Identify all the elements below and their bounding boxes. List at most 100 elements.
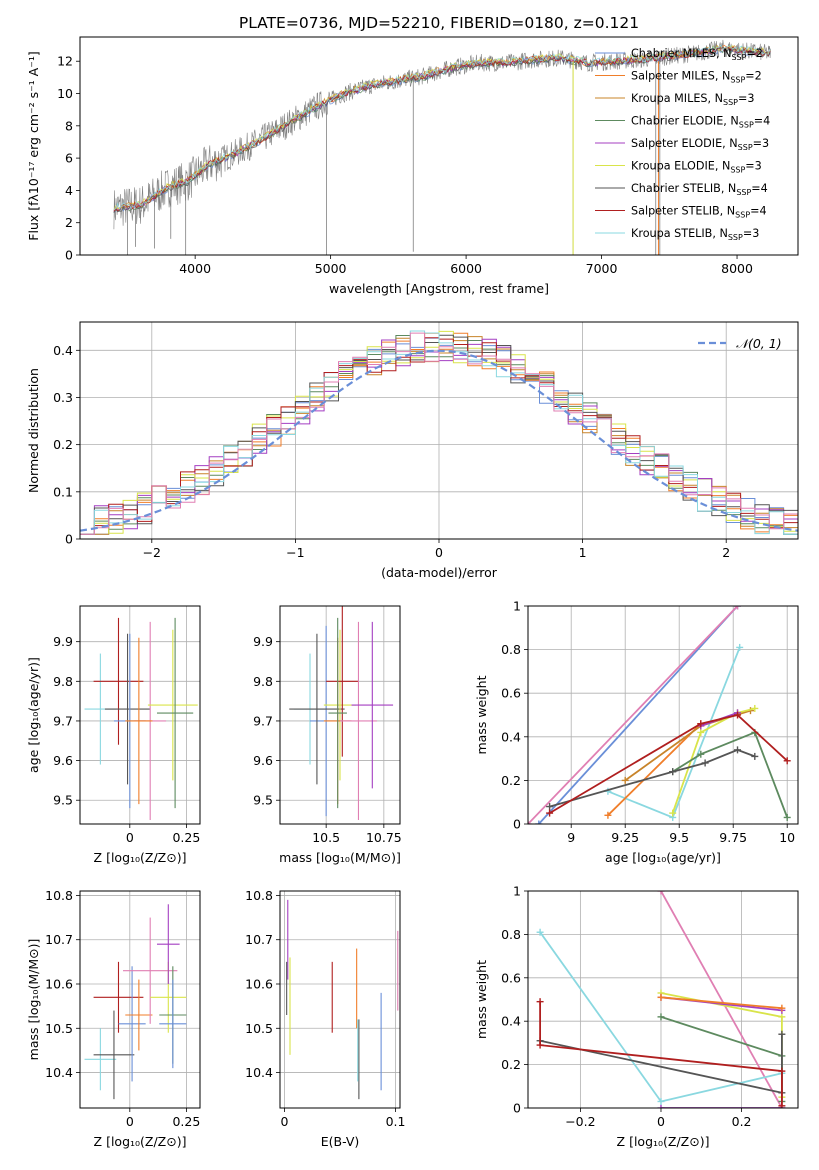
x-tick-label: 9.75	[719, 830, 747, 845]
x-tick-label: 5000	[315, 261, 347, 276]
plot-area	[286, 899, 399, 1100]
x-tick-label: 9.5	[669, 830, 689, 845]
plot-area	[536, 891, 786, 1108]
series-marker	[778, 1102, 786, 1108]
series-line-salpeter_stelib	[539, 1001, 783, 1106]
x-tick-label: −2	[143, 545, 161, 560]
y-axis-label: Flux [fλ10⁻¹⁷ erg cm⁻² s⁻¹ A⁻¹]	[26, 51, 41, 240]
series-marker	[783, 813, 791, 821]
series-marker	[734, 746, 742, 754]
y-tick-label: 9.8	[253, 674, 273, 689]
observed-spectrum	[113, 39, 771, 230]
x-tick-label: 10.75	[366, 830, 402, 845]
series-line-pink	[528, 606, 739, 824]
normal-reference-curve	[80, 349, 798, 532]
y-tick-label: 0.1	[53, 484, 73, 499]
series-marker	[546, 803, 554, 811]
x-axis-label: age [log₁₀(age/yr)]	[605, 850, 721, 865]
y-tick-label: 0.6	[501, 686, 521, 701]
y-tick-label: 10.7	[245, 932, 273, 947]
panel-massweight_vs_z: −0.2 0 0.2 0 0.2 0.4 0.6 0.8 1 Z [log₁₀(Z/Z⊙)] mas…	[474, 884, 799, 1149]
plot-area	[80, 330, 798, 535]
y-tick-label: 0.2	[53, 437, 73, 452]
y-tick-label: 9.7	[253, 713, 273, 728]
y-axis-label: mass weight	[474, 960, 489, 1039]
y-tick-label: 10.4	[245, 1065, 273, 1080]
series-marker	[697, 728, 705, 736]
x-axis-label: Z [log₁₀(Z/Z⊙)]	[94, 850, 187, 865]
y-tick-label: 1	[513, 884, 521, 899]
y-tick-label: 6	[65, 151, 73, 166]
series-marker	[701, 759, 709, 767]
plot-area	[289, 606, 394, 821]
y-tick-label: 9.8	[53, 674, 73, 689]
x-tick-label: 0	[280, 1114, 288, 1129]
plot-area	[528, 606, 791, 824]
x-axis-label: Z [log₁₀(Z/Z⊙)]	[94, 1134, 187, 1149]
series-line-chabrier_elodie	[672, 731, 789, 818]
y-tick-label: 10.6	[45, 977, 73, 992]
legend-label: Chabrier MILES, NSSP=2	[631, 47, 763, 62]
y-tick-label: 9.9	[253, 634, 273, 649]
histogram-kroupa_stelib	[80, 330, 798, 535]
y-tick-label: 10.8	[45, 888, 73, 903]
x-tick-label: −1	[286, 545, 304, 560]
x-tick-label: 0.25	[172, 1114, 200, 1129]
y-tick-label: 9.6	[253, 753, 273, 768]
x-tick-label: 6000	[450, 261, 482, 276]
series-marker	[657, 993, 665, 1001]
plot-area	[84, 617, 198, 821]
series-marker	[604, 811, 612, 819]
series-marker	[778, 1030, 786, 1038]
y-tick-label: 0.8	[501, 642, 521, 657]
y-tick-label: 4	[65, 183, 73, 198]
series-marker	[778, 1013, 786, 1021]
panel-residuals: −2 −1 0 1 2 0 0.1 0.2 0.3 0.4 (data-model)/error No…	[26, 321, 799, 580]
series-marker	[734, 711, 742, 719]
series-marker	[621, 776, 629, 784]
series-line-salpeter_stelib	[549, 714, 788, 814]
axes-frame	[79, 36, 799, 256]
series-marker	[697, 720, 705, 728]
series-line-pink	[660, 891, 783, 1108]
y-axis-label: mass [log₁₀(M/M⊙)]	[26, 939, 41, 1061]
y-tick-label: 0.2	[501, 1057, 521, 1072]
series-marker	[778, 1067, 786, 1075]
legend: 𝒩(0, 1)	[698, 336, 782, 351]
x-tick-label: 8000	[721, 261, 753, 276]
series-marker	[751, 752, 759, 760]
legend-label: Salpeter STELIB, NSSP=4	[631, 205, 767, 220]
axes-frame	[79, 890, 201, 1109]
series-marker	[546, 809, 554, 817]
y-tick-label: 9.6	[53, 753, 73, 768]
series-marker	[697, 750, 705, 758]
legend-label: Kroupa STELIB, NSSP=3	[631, 227, 759, 242]
y-tick-label: 9.9	[53, 634, 73, 649]
legend-label: Kroupa ELODIE, NSSP=3	[631, 160, 762, 175]
x-tick-label: 2	[722, 545, 730, 560]
panel-spectrum: 4000 5000 6000 7000 8000 0 2 4 6 8 10 12 wavelength …	[26, 36, 799, 296]
legend: Chabrier MILES, NSSP=2 Salpeter MILES, NS…	[595, 47, 770, 242]
x-tick-label: 7000	[586, 261, 618, 276]
legend-label: Chabrier ELODIE, NSSP=4	[631, 115, 770, 130]
y-axis-label: age [log₁₀(age/yr)]	[26, 657, 41, 773]
x-tick-label: 0	[657, 1114, 665, 1129]
x-tick-label: 1	[579, 545, 587, 560]
y-tick-label: 9.7	[53, 713, 73, 728]
y-tick-label: 8	[65, 118, 73, 133]
x-axis-label: Z [log₁₀(Z/Z⊙)]	[617, 1134, 710, 1149]
x-tick-label: 0	[435, 545, 443, 560]
histogram-pink	[80, 332, 798, 535]
panel-age_vs_z: 0 0.25 9.5 9.6 9.7 9.8 9.9 Z [log₁₀(Z/Z⊙)] age […	[26, 605, 201, 865]
figure-title: PLATE=0736, MJD=52210, FIBERID=0180, z=0…	[239, 14, 639, 32]
y-tick-label: 12	[57, 54, 73, 69]
x-tick-label: −0.2	[565, 1114, 595, 1129]
model-spectrum-salpeter_stelib	[113, 46, 771, 212]
model-spectrum-chabrier_stelib	[113, 46, 771, 213]
y-tick-label: 0.3	[53, 390, 73, 405]
series-marker	[536, 928, 544, 936]
legend-label: Salpeter MILES, NSSP=2	[631, 70, 762, 85]
y-tick-label: 0.8	[501, 927, 521, 942]
panel-mass_vs_z: 0 0.25 10.4 10.5 10.6 10.7 10.8 Z [log₁₀(Z/Z⊙)]…	[26, 888, 201, 1149]
legend-label: Salpeter ELODIE, NSSP=3	[631, 137, 769, 152]
